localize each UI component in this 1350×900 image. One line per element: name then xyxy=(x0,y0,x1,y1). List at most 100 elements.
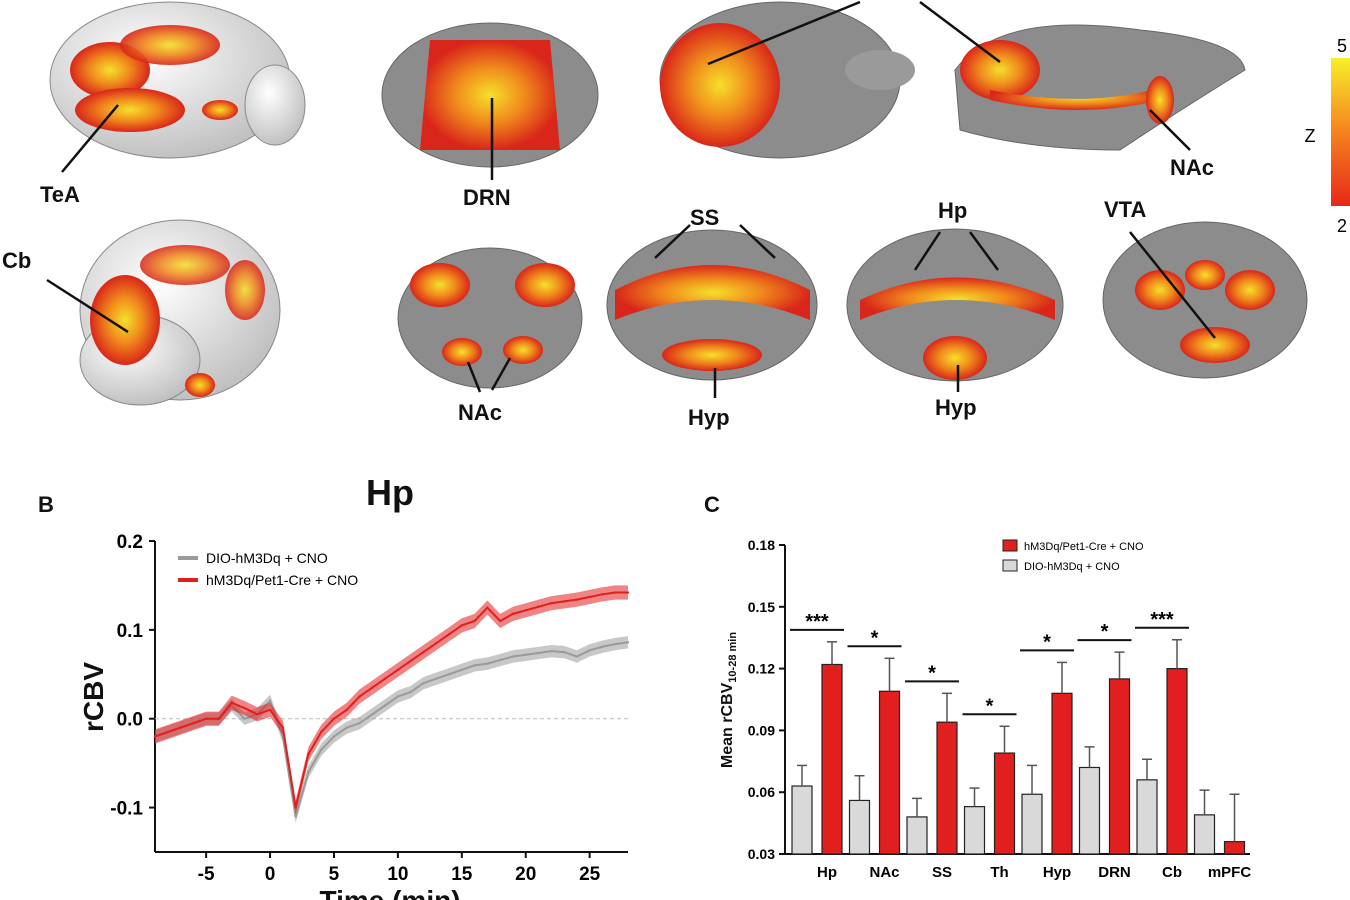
chart-b-data-point xyxy=(358,721,361,725)
chart-c-bar-red xyxy=(993,752,1016,855)
chart-b-data-point xyxy=(166,730,169,734)
chart-b-data-point xyxy=(562,650,566,654)
chart-c-bar-red xyxy=(936,721,958,855)
chart-b-xlabel: Time (min) xyxy=(319,885,460,900)
chart-b-legend-label-1: hM3Dq/Pet1-Cre + CNO xyxy=(206,572,358,588)
chart-c-bar-red xyxy=(878,690,901,855)
chart-b-data-point xyxy=(294,806,297,809)
chart-b-data-point xyxy=(511,612,515,616)
chart-b-data-point xyxy=(511,655,515,658)
chart-c-legend-swatch-1 xyxy=(1002,559,1018,572)
panel-c-bar-chart: C Mean rCBV10-28 min 0.18 0.15 0.12 0.09 0.0… xyxy=(704,492,1251,881)
chart-b-data-point xyxy=(345,708,348,712)
chart-c-bar-red xyxy=(1051,692,1073,855)
chart-b-data-point xyxy=(383,677,387,680)
chart-c-x-tick-label: Hyp xyxy=(1043,864,1071,881)
chart-c-y-tick-label: 0.09 xyxy=(748,722,775,738)
chart-b-data-point xyxy=(319,730,323,734)
region-label-vta: VTA xyxy=(1104,197,1146,222)
chart-b-data-point xyxy=(268,708,272,712)
chart-b-data-point xyxy=(498,658,502,662)
brain-coronal-vta-image xyxy=(1102,221,1308,379)
chart-b-data-point xyxy=(153,735,157,738)
chart-c-bar-red xyxy=(821,663,843,855)
chart-b-data-point xyxy=(486,606,489,609)
brain-sagittal-image xyxy=(954,24,1246,151)
chart-c-significance-label: * xyxy=(1043,631,1051,653)
chart-c-x-tick-label: DRN xyxy=(1098,864,1131,881)
chart-c-legend-label-0: hM3Dq/Pet1-Cre + CNO xyxy=(1024,541,1144,553)
chart-c-bar-red xyxy=(1108,678,1131,855)
chart-c-bar-gray xyxy=(906,816,928,855)
chart-b-data-point xyxy=(550,649,553,653)
chart-b-data-point xyxy=(460,668,464,672)
chart-c-legend-swatch-0 xyxy=(1002,539,1018,552)
chart-b-data-point xyxy=(294,815,297,818)
chart-b-data-point xyxy=(588,595,591,599)
chart-c-ylabel-subscript: 10-28 min xyxy=(727,632,739,683)
region-label-hp: Hp xyxy=(938,198,967,223)
chart-b-data-point xyxy=(473,619,476,623)
chart-b-data-point xyxy=(396,695,400,698)
chart-b-data-point xyxy=(371,713,374,716)
chart-b-data-point xyxy=(524,653,527,656)
chart-b-data-point xyxy=(588,649,591,652)
chart-c-ylabel: Mean rCBV10-28 min xyxy=(719,632,739,768)
brain-3d-dorsal-image xyxy=(49,1,306,159)
chart-c-x-tick-label: NAc xyxy=(869,864,899,881)
chart-c-significance-label: * xyxy=(1101,621,1109,643)
brain-coronal-ss-image xyxy=(606,229,818,381)
chart-b-x-tick-label: 0 xyxy=(265,864,276,885)
chart-b-x-tick-label: 20 xyxy=(515,864,536,885)
chart-c-significance-label: *** xyxy=(805,611,829,633)
chart-c-y-tick-label: 0.12 xyxy=(748,661,775,677)
chart-c-x-tick-label: Th xyxy=(990,864,1008,881)
region-label-ss: SS xyxy=(690,205,719,230)
chart-b-data-point xyxy=(601,645,604,648)
chart-b-data-point xyxy=(332,717,336,720)
colorbar-title: Z xyxy=(1305,126,1316,146)
chart-b-data-point xyxy=(422,650,425,654)
chart-c-x-tick-label: mPFC xyxy=(1208,864,1252,881)
chart-b-sem-band-0 xyxy=(155,636,628,823)
chart-b-data-point xyxy=(422,681,425,685)
brain-3d-lateral-image xyxy=(79,219,281,406)
chart-c-bar-red xyxy=(1166,667,1188,855)
chart-c-ylabel-main: Mean rCBV xyxy=(719,682,736,768)
chart-b-data-point xyxy=(409,690,412,694)
chart-b-legend-label-0: DIO-hM3Dq + CNO xyxy=(206,550,328,566)
chart-b-data-point xyxy=(204,717,208,720)
brain-coronal-nac-image xyxy=(397,247,583,389)
chart-b-data-point xyxy=(614,591,617,594)
brain-coronal-hp-image xyxy=(846,228,1064,382)
label-pointer-lines xyxy=(46,0,1216,398)
chart-b-data-point xyxy=(281,726,285,729)
chart-b-y-tick-label: 0.0 xyxy=(117,710,143,731)
region-label-hyp-hp: Hyp xyxy=(935,395,977,420)
chart-b-data-point xyxy=(217,717,221,720)
chart-b-data-point xyxy=(243,706,246,710)
chart-b-data-point xyxy=(537,605,540,608)
chart-b-data-point xyxy=(550,602,553,605)
panel-c-letter: C xyxy=(704,492,720,517)
chart-c-y-tick-label: 0.15 xyxy=(748,599,775,615)
chart-b-data-point xyxy=(447,633,451,636)
chart-b-plot-area: 0.2 0.1 0.0 -0.1 -5 0 5 10 15 20 25 DIO-hM3Dq + CNO… xyxy=(110,532,630,885)
chart-c-y-tick-label: 0.06 xyxy=(748,784,775,800)
region-label-nac-sagittal: NAc xyxy=(1170,155,1214,180)
chart-b-x-tick-label: -5 xyxy=(198,864,215,885)
chart-b-data-point xyxy=(396,668,400,672)
chart-b-data-point xyxy=(243,717,246,720)
chart-b-data-point xyxy=(256,713,259,716)
chart-c-bar-gray xyxy=(963,806,986,855)
chart-b-title: Hp xyxy=(366,472,414,513)
chart-b-data-point xyxy=(307,753,310,756)
chart-b-x-tick-label: 5 xyxy=(329,864,340,885)
chart-c-x-tick-label: Hp xyxy=(817,864,837,881)
chart-b-y-tick-label: -0.1 xyxy=(110,799,143,820)
chart-b-data-point xyxy=(319,748,323,752)
chart-c-significance-label: * xyxy=(871,627,879,649)
chart-b-data-point xyxy=(575,655,579,658)
colorbar-min-label: 2 xyxy=(1337,216,1347,236)
chart-b-data-point xyxy=(524,609,527,612)
